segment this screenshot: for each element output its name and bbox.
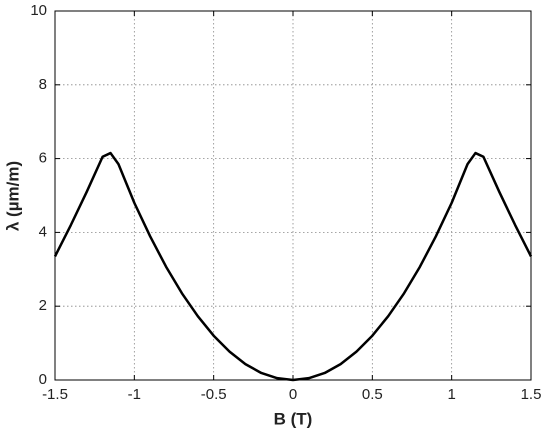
y-tick-label: 2 bbox=[39, 297, 47, 314]
x-tick-label: 0 bbox=[289, 386, 297, 403]
x-tick-label: 1 bbox=[447, 386, 455, 403]
x-tick-label: 0.5 bbox=[362, 386, 383, 403]
x-tick-label: -1 bbox=[128, 386, 141, 403]
y-tick-label: 10 bbox=[30, 2, 47, 19]
x-axis-label: B (T) bbox=[274, 409, 313, 428]
x-tick-label: -1.5 bbox=[42, 386, 68, 403]
x-tick-label: 1.5 bbox=[521, 386, 542, 403]
data-line bbox=[53, 151, 533, 382]
y-tick-label: 6 bbox=[39, 150, 47, 167]
x-tick-label: -0.5 bbox=[201, 386, 227, 403]
y-axis-label: λ (µm/m) bbox=[3, 161, 22, 231]
y-tick-label: 8 bbox=[39, 76, 47, 93]
y-tick-label: 0 bbox=[39, 371, 47, 388]
y-tick-label: 4 bbox=[39, 223, 47, 240]
